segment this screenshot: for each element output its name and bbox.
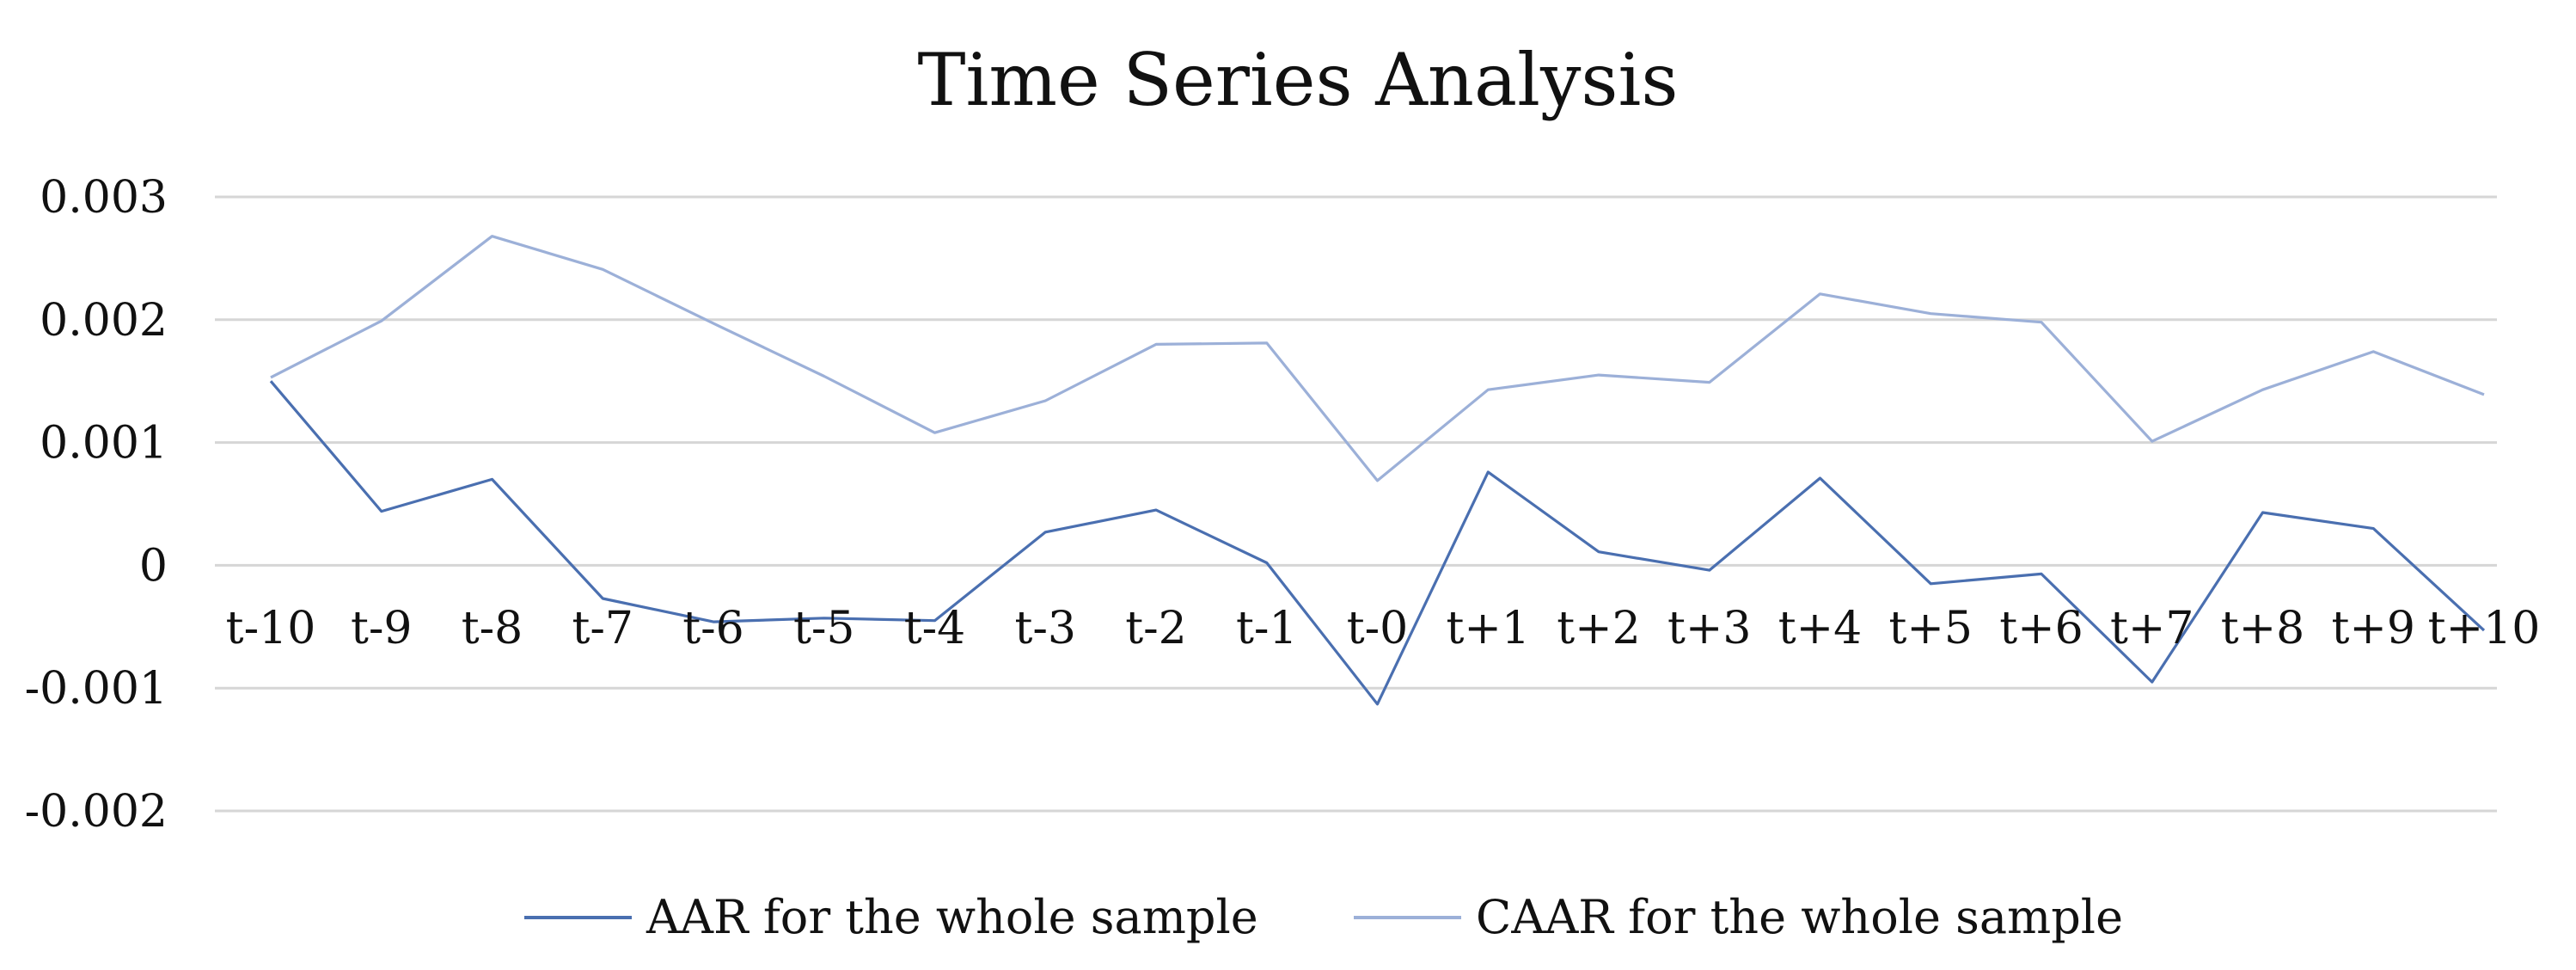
x-tick-label: t-2 bbox=[1125, 603, 1187, 654]
x-tick-label: t+10 bbox=[2428, 603, 2541, 654]
series-lines bbox=[269, 235, 2486, 706]
x-tick-label: t-6 bbox=[682, 603, 744, 654]
x-tick-label: t+2 bbox=[1557, 603, 1641, 654]
y-tick-label: -0.002 bbox=[25, 786, 168, 838]
chart-title: Time Series Analysis bbox=[918, 38, 1679, 122]
x-tick-label: t-1 bbox=[1236, 603, 1298, 654]
x-tick-label: t-5 bbox=[793, 603, 855, 654]
legend: AAR for the whole sample CAAR for the who… bbox=[524, 890, 2123, 944]
legend-label: AAR for the whole sample bbox=[646, 890, 1258, 944]
legend-item: CAAR for the whole sample bbox=[1354, 890, 2123, 944]
x-tick-label: t-9 bbox=[351, 603, 413, 654]
x-tick-label: t+4 bbox=[1778, 603, 1863, 654]
x-tick-label: t+7 bbox=[2110, 603, 2194, 654]
x-axis-ticks: t-10 t-9 t-8 t-7 t-6 t-5 t-4 t-3 t-2 t-1 t-0 t+1 t+2… bbox=[226, 603, 2541, 654]
gridlines bbox=[215, 195, 2497, 813]
x-tick-label: t-10 bbox=[226, 603, 316, 654]
x-tick-label: t-8 bbox=[462, 603, 523, 654]
y-tick-label: 0 bbox=[139, 540, 168, 592]
series-line bbox=[270, 235, 2485, 482]
x-tick-label: t-0 bbox=[1347, 603, 1409, 654]
x-tick-label: t+1 bbox=[1446, 603, 1530, 654]
x-tick-label: t+3 bbox=[1667, 603, 1752, 654]
series-line bbox=[269, 380, 2486, 706]
x-tick-label: t+8 bbox=[2221, 603, 2305, 654]
x-tick-label: t+5 bbox=[1888, 603, 1973, 654]
legend-label: CAAR for the whole sample bbox=[1476, 890, 2123, 944]
x-tick-label: t-4 bbox=[904, 603, 966, 654]
legend-item: AAR for the whole sample bbox=[524, 890, 1258, 944]
x-tick-label: t-3 bbox=[1014, 603, 1076, 654]
y-tick-label: 0.001 bbox=[40, 418, 168, 470]
y-tick-label: 0.003 bbox=[40, 172, 168, 224]
x-tick-label: t-7 bbox=[572, 603, 633, 654]
x-tick-label: t+9 bbox=[2331, 603, 2415, 654]
y-axis-ticks: 0.003 0.002 0.001 0 -0.001 -0.002 bbox=[25, 172, 168, 838]
x-tick-label: t+6 bbox=[1999, 603, 2083, 654]
y-tick-label: -0.001 bbox=[25, 663, 168, 715]
y-tick-label: 0.002 bbox=[40, 295, 168, 347]
